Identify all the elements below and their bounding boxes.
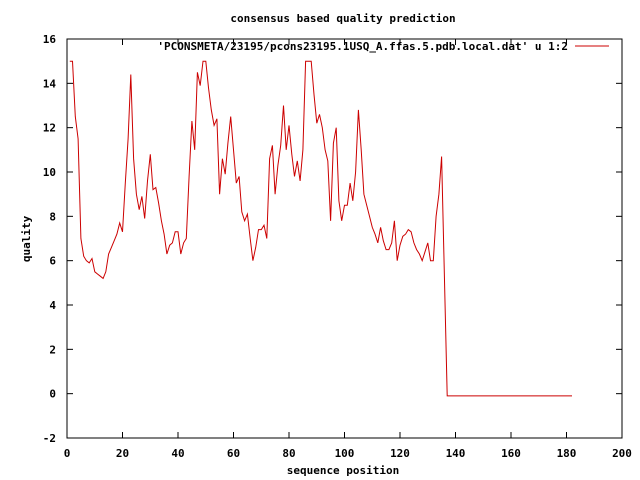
- y-tick-label: 8: [49, 210, 56, 223]
- x-tick-label: 120: [390, 447, 410, 460]
- series-line: [69, 60, 572, 397]
- x-axis-label: sequence position: [287, 464, 400, 477]
- x-tick-label: 180: [557, 447, 577, 460]
- y-tick-label: 2: [49, 343, 56, 356]
- x-tick-label: 200: [612, 447, 632, 460]
- x-tick-label: 100: [335, 447, 355, 460]
- legend-entry-label: 'PCONSMETA/23195/pcons23195.1USQ_A.ffas.…: [157, 40, 568, 53]
- y-tick-label: 16: [43, 33, 57, 46]
- y-axis-label: quality: [20, 215, 33, 262]
- x-tick-label: 160: [501, 447, 521, 460]
- y-tick-label: -2: [43, 432, 56, 445]
- y-axis: -2 0 2 4 6 8 10 12 14 16: [43, 33, 622, 445]
- y-tick-label: 4: [49, 299, 56, 312]
- y-tick-label: 12: [43, 122, 56, 135]
- y-tick-label: 14: [43, 77, 57, 90]
- chart-title: consensus based quality prediction: [230, 12, 455, 25]
- x-tick-label: 140: [446, 447, 466, 460]
- x-tick-label: 40: [171, 447, 184, 460]
- y-tick-label: 6: [49, 255, 56, 268]
- x-axis: 0 20 40 60 80 100 120 140 160 180 200: [64, 39, 632, 460]
- plot-area-frame: [66, 38, 623, 439]
- x-tick-label: 80: [282, 447, 295, 460]
- y-tick-label: 10: [43, 166, 56, 179]
- x-tick-label: 0: [64, 447, 71, 460]
- y-tick-label: 0: [49, 388, 56, 401]
- legend: 'PCONSMETA/23195/pcons23195.1USQ_A.ffas.…: [157, 40, 609, 53]
- x-tick-label: 60: [227, 447, 240, 460]
- x-tick-label: 20: [116, 447, 129, 460]
